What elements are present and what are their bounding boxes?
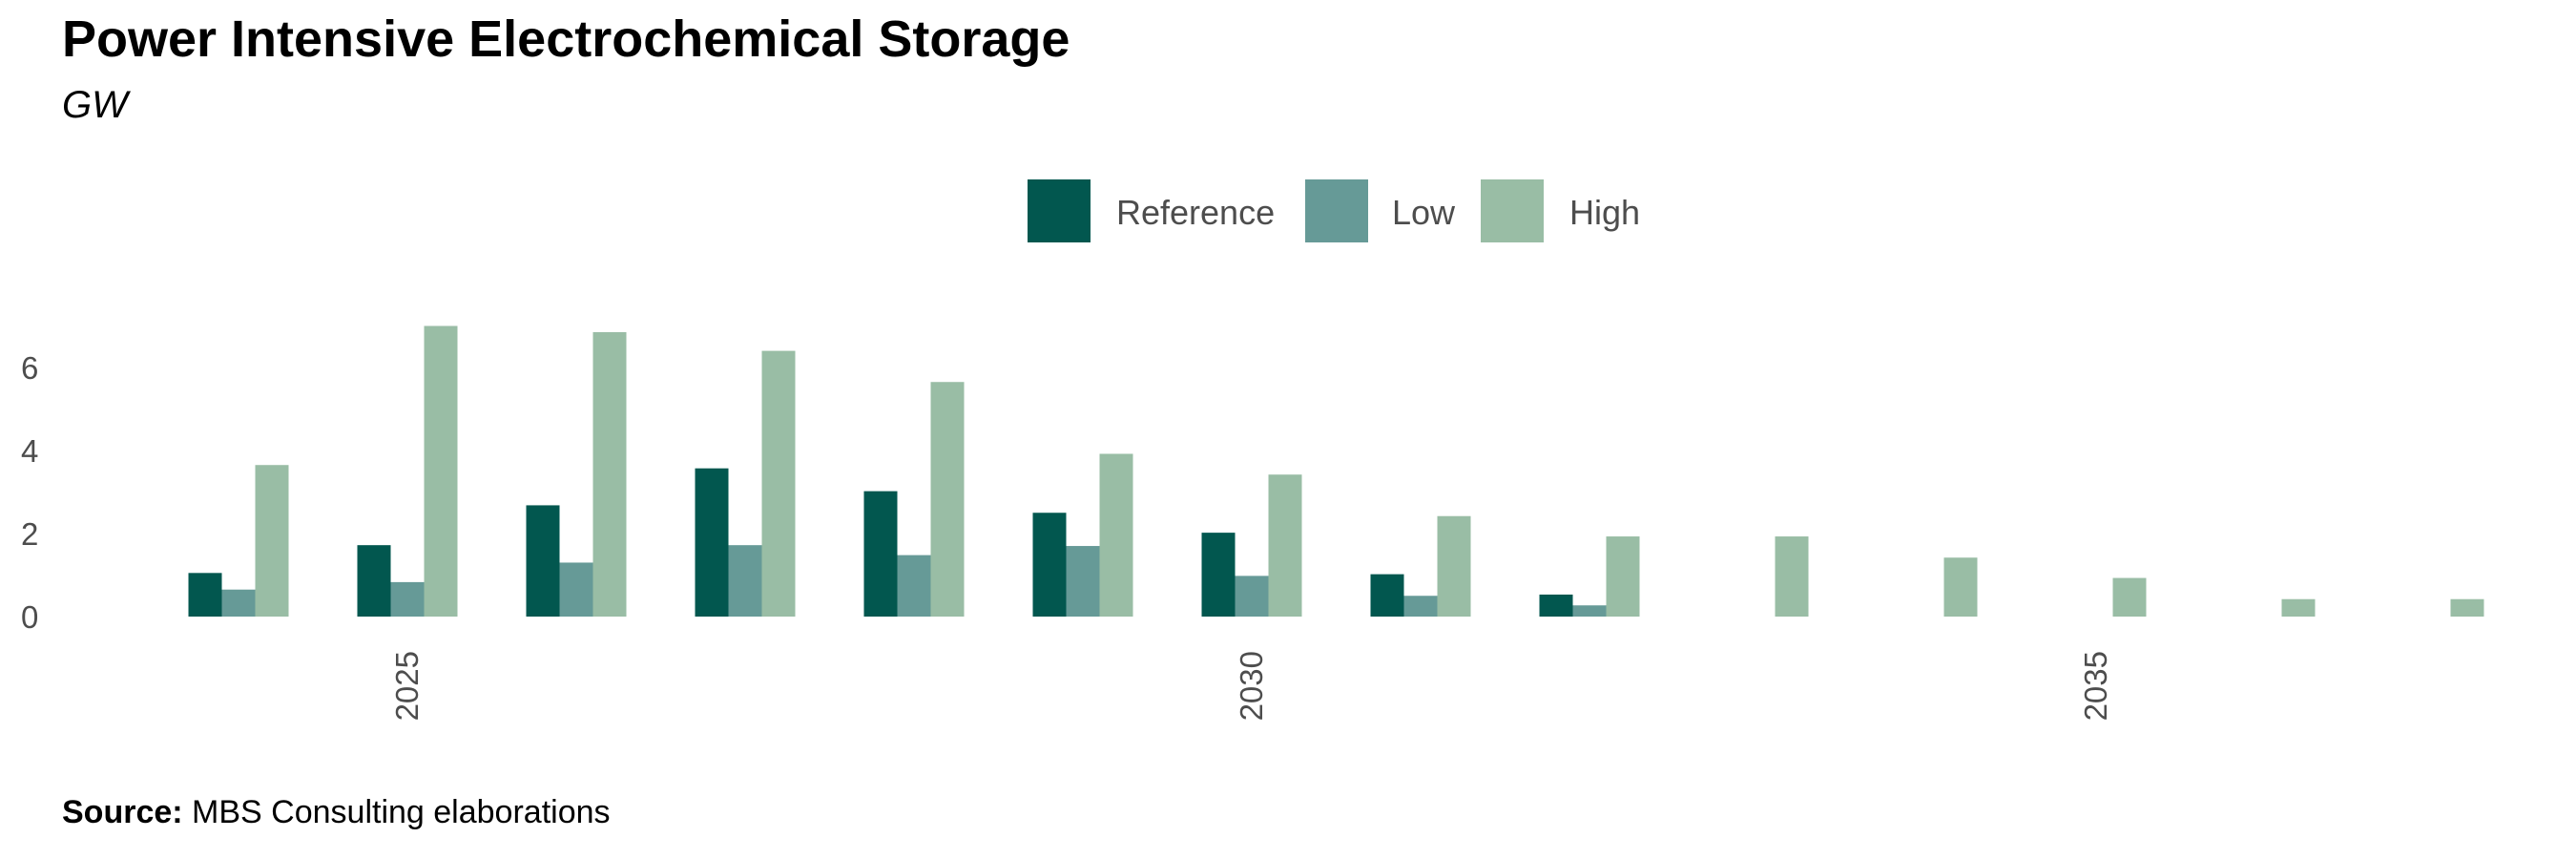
bar-high-2024 <box>255 465 289 617</box>
bar-low-2028 <box>897 555 931 617</box>
legend: Reference Low High <box>1028 179 1640 242</box>
chart-title: Power Intensive Electrochemical Storage <box>62 10 1070 68</box>
bar-high-2029 <box>1099 453 1133 617</box>
bar-reference-2031 <box>1370 574 1404 617</box>
bar-high-2037 <box>2450 598 2484 617</box>
y-tick-label: 2 <box>21 516 38 552</box>
bar-reference-2025 <box>357 545 391 617</box>
bar-high-2035 <box>2112 577 2147 617</box>
bar-high-2032 <box>1606 536 1640 617</box>
legend-swatch-reference <box>1028 179 1091 242</box>
bar-reference-2026 <box>526 505 560 617</box>
bar-high-2034 <box>1943 557 1978 617</box>
bar-low-2024 <box>221 589 256 617</box>
bar-high-2033 <box>1775 536 1809 617</box>
source-label: Source: <box>62 794 183 830</box>
source-text: MBS Consulting elaborations <box>192 794 611 830</box>
bar-low-2030 <box>1235 576 1269 617</box>
y-tick-label: 0 <box>21 599 38 635</box>
bar-high-2026 <box>592 332 627 617</box>
legend-label-high: High <box>1569 193 1640 232</box>
bar-low-2027 <box>728 545 762 617</box>
bar-low-2025 <box>390 581 425 617</box>
bar-reference-2032 <box>1539 594 1573 617</box>
chart-subtitle: GW <box>62 84 128 126</box>
bar-high-2025 <box>424 325 458 617</box>
bar-reference-2024 <box>188 573 222 617</box>
bar-reference-2030 <box>1201 533 1236 617</box>
bar-low-2026 <box>559 562 593 617</box>
legend-swatch-low <box>1305 179 1368 242</box>
bar-reference-2027 <box>695 468 729 617</box>
x-tick-label: 2030 <box>1234 651 1269 721</box>
bar-reference-2029 <box>1032 513 1067 617</box>
bar-low-2029 <box>1066 546 1100 617</box>
bar-high-2028 <box>930 382 965 617</box>
bar-high-2030 <box>1268 474 1302 617</box>
bar-low-2032 <box>1572 605 1607 617</box>
bar-high-2027 <box>761 350 796 617</box>
y-axis: 0 2 4 6 <box>21 350 38 635</box>
bar-high-2036 <box>2281 598 2316 617</box>
legend-label-low: Low <box>1392 193 1456 232</box>
bars <box>188 325 2484 617</box>
legend-swatch-high <box>1481 179 1544 242</box>
y-tick-label: 4 <box>21 433 38 469</box>
y-tick-label: 6 <box>21 350 38 386</box>
bar-low-2031 <box>1403 596 1438 617</box>
source-note: Source: MBS Consulting elaborations <box>62 794 611 831</box>
x-tick-label: 2025 <box>389 651 425 721</box>
x-tick-label: 2035 <box>2078 651 2113 721</box>
bar-high-2031 <box>1437 515 1471 617</box>
x-axis: 2025 2030 2035 <box>389 651 2113 721</box>
legend-label-reference: Reference <box>1116 193 1275 232</box>
bar-reference-2028 <box>863 491 898 617</box>
